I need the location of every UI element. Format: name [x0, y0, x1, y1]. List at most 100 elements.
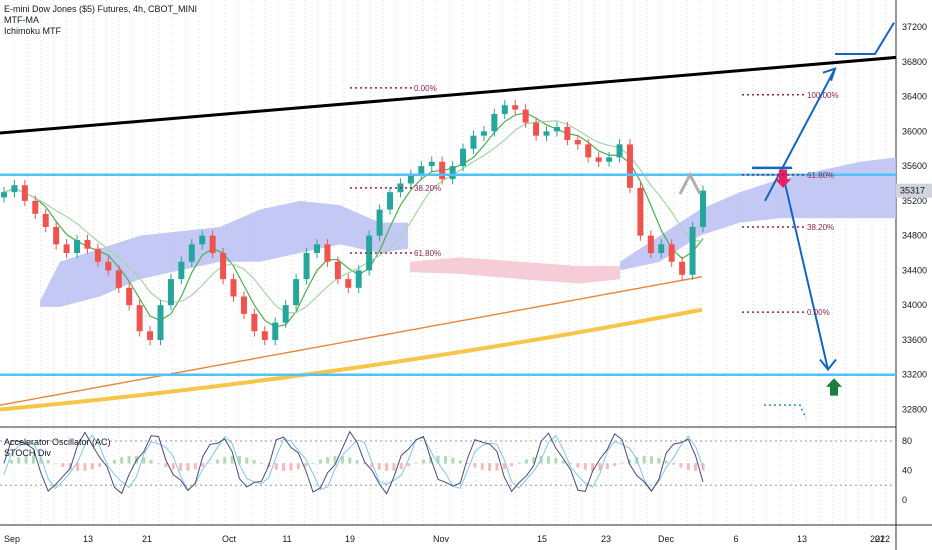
ac-bar	[495, 463, 499, 471]
candle-body	[616, 144, 623, 158]
osc-tick-label: 40	[902, 466, 912, 476]
candle-body	[272, 322, 279, 340]
last-price-label: 35317	[900, 186, 925, 196]
candle-body	[313, 244, 320, 254]
ac-bar	[164, 463, 168, 467]
candle-body	[449, 166, 456, 180]
ac-bar	[421, 459, 425, 464]
ac-bar	[120, 457, 124, 464]
time-tick-label: 11	[282, 534, 291, 544]
time-tick-label: 6	[733, 534, 738, 544]
price-tick-label: 33200	[902, 370, 927, 380]
price-tick-label: 33600	[902, 335, 927, 345]
candle-body	[679, 261, 686, 275]
ac-bar	[517, 462, 521, 464]
fib-label: 38.20%	[414, 184, 441, 193]
projection-up-arrowhead	[822, 67, 837, 82]
ac-bar	[679, 463, 683, 468]
candle-body	[1, 192, 7, 198]
ac-bar	[524, 459, 528, 464]
ac-bar	[31, 455, 35, 464]
ac-bar	[112, 459, 116, 464]
candle-body	[126, 287, 133, 306]
ac-bar	[76, 463, 80, 471]
projection-down-line	[781, 170, 829, 370]
ma-orange-line	[0, 275, 703, 406]
ac-bar	[694, 463, 698, 471]
candle-body	[637, 187, 644, 236]
legend-accelerator[interactable]: Accelerator Oscillator (AC)	[4, 437, 111, 447]
ac-bar	[510, 463, 514, 467]
resistance-line	[0, 55, 897, 135]
ac-bar	[311, 462, 315, 464]
fib-label: 0.00%	[414, 84, 437, 93]
candle-body	[251, 313, 258, 332]
ac-bar	[230, 455, 234, 464]
ac-bar	[443, 456, 447, 464]
time-tick-label: 21	[142, 534, 152, 544]
price-tick-label: 34400	[902, 265, 927, 275]
ac-bar	[245, 457, 249, 464]
price-tick-label: 36000	[902, 126, 927, 136]
ac-bar	[90, 463, 94, 470]
candle-body	[293, 279, 300, 306]
candlesticks	[1, 100, 706, 346]
ac-bar	[686, 463, 690, 470]
candle-body	[470, 135, 477, 149]
ac-bar	[260, 463, 264, 464]
ac-bar	[237, 456, 241, 464]
legend-ichimoku[interactable]: Ichimoku MTF	[4, 26, 62, 36]
candle-body	[689, 226, 696, 275]
price-tick-label: 35200	[902, 196, 927, 206]
ac-bar	[576, 463, 580, 468]
ac-bar	[458, 460, 462, 464]
projection-down-arrowhead	[819, 358, 837, 372]
ac-bar	[68, 463, 72, 470]
ac-bar	[223, 457, 227, 464]
buy-marker	[826, 378, 842, 396]
ac-bar	[149, 460, 153, 464]
ac-bar	[436, 455, 440, 464]
candle-body	[366, 235, 373, 271]
candle-body	[220, 253, 227, 280]
candle-body	[105, 261, 112, 271]
ac-bar	[296, 463, 300, 470]
price-tick-label: 36400	[902, 92, 927, 102]
ac-bar	[642, 455, 646, 464]
candle-body	[512, 105, 519, 110]
last-price-tag	[896, 183, 932, 198]
candle-body	[136, 305, 143, 332]
ac-bar	[363, 463, 367, 465]
legend-symbol[interactable]: E-mini Dow Jones ($5) Futures, 4h, CBOT_…	[4, 4, 198, 14]
candle-body	[533, 122, 540, 136]
time-tick-label: Sep	[4, 534, 20, 544]
time-tick-label: 2022	[870, 534, 890, 544]
ac-bar	[326, 457, 330, 464]
ac-bar	[274, 463, 278, 470]
candle-body	[261, 331, 268, 340]
candle-body	[407, 174, 414, 184]
price-tick-label: 32800	[902, 405, 927, 415]
candle-body	[606, 157, 613, 162]
fib-label: 0.00%	[807, 308, 830, 317]
cloud-band-future	[620, 157, 896, 271]
time-tick-label: Oct	[222, 534, 237, 544]
candle-body	[115, 270, 122, 288]
ac-bar	[171, 463, 175, 470]
candle-body	[147, 331, 154, 340]
candle-body	[428, 161, 435, 167]
candle-body	[418, 166, 425, 175]
legend-mtf-ma[interactable]: MTF-MA	[4, 15, 39, 25]
candle-body	[74, 239, 81, 254]
legend-stoch-div[interactable]: STOCH Div	[4, 448, 51, 458]
axes: 37200 36800 36400 36000 35600 35200 34800 34400…	[4, 22, 932, 544]
fib-levels: 0.00% 38.20% 61.80% 100.00% 61.80% 38.20% 0.00…	[350, 84, 839, 317]
candle-body	[595, 157, 602, 162]
candle-body	[209, 235, 216, 254]
ac-bar	[54, 463, 58, 464]
candle-body	[21, 185, 28, 201]
fib-label: 100.00%	[807, 91, 839, 100]
price-tick-label: 34000	[902, 300, 927, 310]
